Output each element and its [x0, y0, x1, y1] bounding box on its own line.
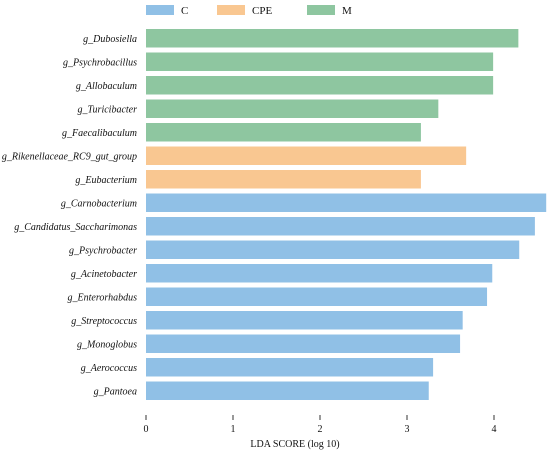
- legend-label-cpe: CPE: [252, 5, 272, 17]
- bar-g-carnobacterium: [146, 193, 547, 212]
- bar-g-rikenellaceae-rc9-gut-group: [146, 146, 467, 165]
- legend-swatch-cpe: [217, 5, 245, 15]
- bar-g-aerococcus: [146, 358, 434, 377]
- bar-g-faecalibaculum: [146, 123, 421, 142]
- bar-g-streptococcus: [146, 311, 463, 330]
- legend-label-m: M: [342, 5, 352, 17]
- bar-label: g_Dubosiella: [83, 34, 137, 45]
- bar-label: g_Psychrobacter: [69, 245, 137, 256]
- category-labels: g_Dubosiella g_Psychrobacillus g_Allobacul…: [2, 34, 137, 398]
- bar-label: g_Acinetobacter: [71, 269, 137, 280]
- bar-label: g_Streptococcus: [71, 316, 137, 327]
- legend-swatch-c: [146, 5, 174, 15]
- bar-label: g_Psychrobacillus: [63, 57, 137, 68]
- bar-label: g_Eubacterium: [75, 175, 137, 186]
- x-axis: 0 1 2 3 4: [144, 415, 497, 435]
- bar-g-pantoea: [146, 381, 429, 400]
- x-tick-label: 3: [405, 424, 410, 435]
- legend-swatch-m: [307, 5, 335, 15]
- bar-g-eubacterium: [146, 170, 421, 189]
- bar-g-psychrobacillus: [146, 52, 494, 71]
- bar-g-turicibacter: [146, 99, 439, 118]
- bar-label: g_Aerococcus: [81, 363, 137, 374]
- bar-label: g_Monoglobus: [77, 339, 137, 350]
- bar-g-allobaculum: [146, 76, 494, 95]
- bar-g-dubosiella: [146, 29, 519, 48]
- legend-label-c: C: [181, 5, 188, 17]
- x-tick-label: 2: [318, 424, 323, 435]
- x-tick-label: 0: [144, 424, 149, 435]
- bar-label: g_Candidatus_Saccharimonas: [14, 222, 137, 233]
- bar-g-acinetobacter: [146, 264, 493, 283]
- x-tick-label: 1: [231, 424, 236, 435]
- bar-label: g_Turicibacter: [78, 104, 138, 115]
- bar-g-candidatus-saccharimonas: [146, 217, 535, 236]
- bar-g-monoglobus: [146, 334, 461, 353]
- bar-label: g_Enterorhabdus: [68, 292, 138, 303]
- bars-group: [146, 29, 547, 400]
- bar-label: g_Rikenellaceae_RC9_gut_group: [2, 151, 137, 162]
- x-tick-label: 4: [492, 424, 497, 435]
- legend: C CPE M: [146, 5, 352, 17]
- bar-g-psychrobacter: [146, 240, 520, 259]
- bar-label: g_Carnobacterium: [61, 198, 137, 209]
- bar-label: g_Allobaculum: [76, 81, 137, 92]
- x-axis-title: LDA SCORE (log 10): [250, 439, 339, 450]
- bar-label: g_Faecalibaculum: [62, 128, 137, 139]
- bar-label: g_Pantoea: [94, 386, 137, 397]
- bar-g-enterorhabdus: [146, 287, 488, 306]
